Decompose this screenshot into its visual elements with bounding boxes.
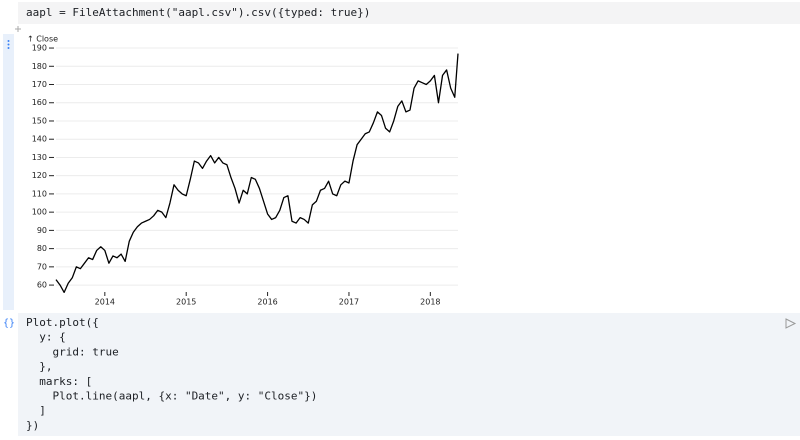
code-line: }) <box>26 419 39 432</box>
y-tick-label: 80 <box>37 244 47 253</box>
code-line: ] <box>26 404 46 417</box>
top-cell-bg <box>18 2 800 24</box>
y-axis-label: ↑ Close <box>27 35 58 44</box>
price-line <box>55 53 459 294</box>
x-tick-label: 2014 <box>95 298 115 307</box>
code-cell-gutter: {} <box>3 318 15 329</box>
y-tick-label: 100 <box>32 208 47 217</box>
y-tick-label: 150 <box>32 116 47 125</box>
x-tick-label: 2018 <box>420 298 440 307</box>
y-tick-label: 180 <box>32 62 47 71</box>
x-tick-label: 2017 <box>339 298 359 307</box>
y-tick-label: 120 <box>32 171 47 180</box>
x-tick-label: 2016 <box>257 298 277 307</box>
code-line: }, <box>26 360 53 373</box>
code-block: Plot.plot({ y: { grid: true }, marks: [ … <box>26 316 317 432</box>
y-tick-label: 170 <box>32 80 47 89</box>
y-tick-label: 160 <box>32 98 47 107</box>
y-tick-label: 140 <box>32 135 47 144</box>
code-line: marks: [ <box>26 375 92 388</box>
code-cell-bg <box>18 313 800 436</box>
run-button[interactable] <box>785 318 797 329</box>
chart: ↑ Close 60 70 80 90 100 110 120 130 140 150 160 170… <box>27 35 459 307</box>
x-tick-label: 2015 <box>176 298 196 307</box>
add-cell-icon[interactable] <box>15 26 21 32</box>
code-line: Plot.plot({ <box>26 316 99 329</box>
y-tick-label: 90 <box>37 226 47 235</box>
cell-menu-icon[interactable] <box>7 40 10 49</box>
y-tick-label: 190 <box>32 44 47 53</box>
top-cell-code: aapl = FileAttachment("aapl.csv").csv({t… <box>26 6 370 19</box>
y-tick-label: 60 <box>37 281 47 290</box>
code-line: Plot.line(aapl, {x: "Date", y: "Close"}) <box>26 390 317 403</box>
y-tick-label: 110 <box>32 189 47 198</box>
y-tick-label: 130 <box>32 153 47 162</box>
code-line: grid: true <box>26 345 119 358</box>
y-tick-label: 70 <box>37 262 47 271</box>
code-line: y: { <box>26 331 66 344</box>
cell-gutter[interactable] <box>3 34 14 310</box>
